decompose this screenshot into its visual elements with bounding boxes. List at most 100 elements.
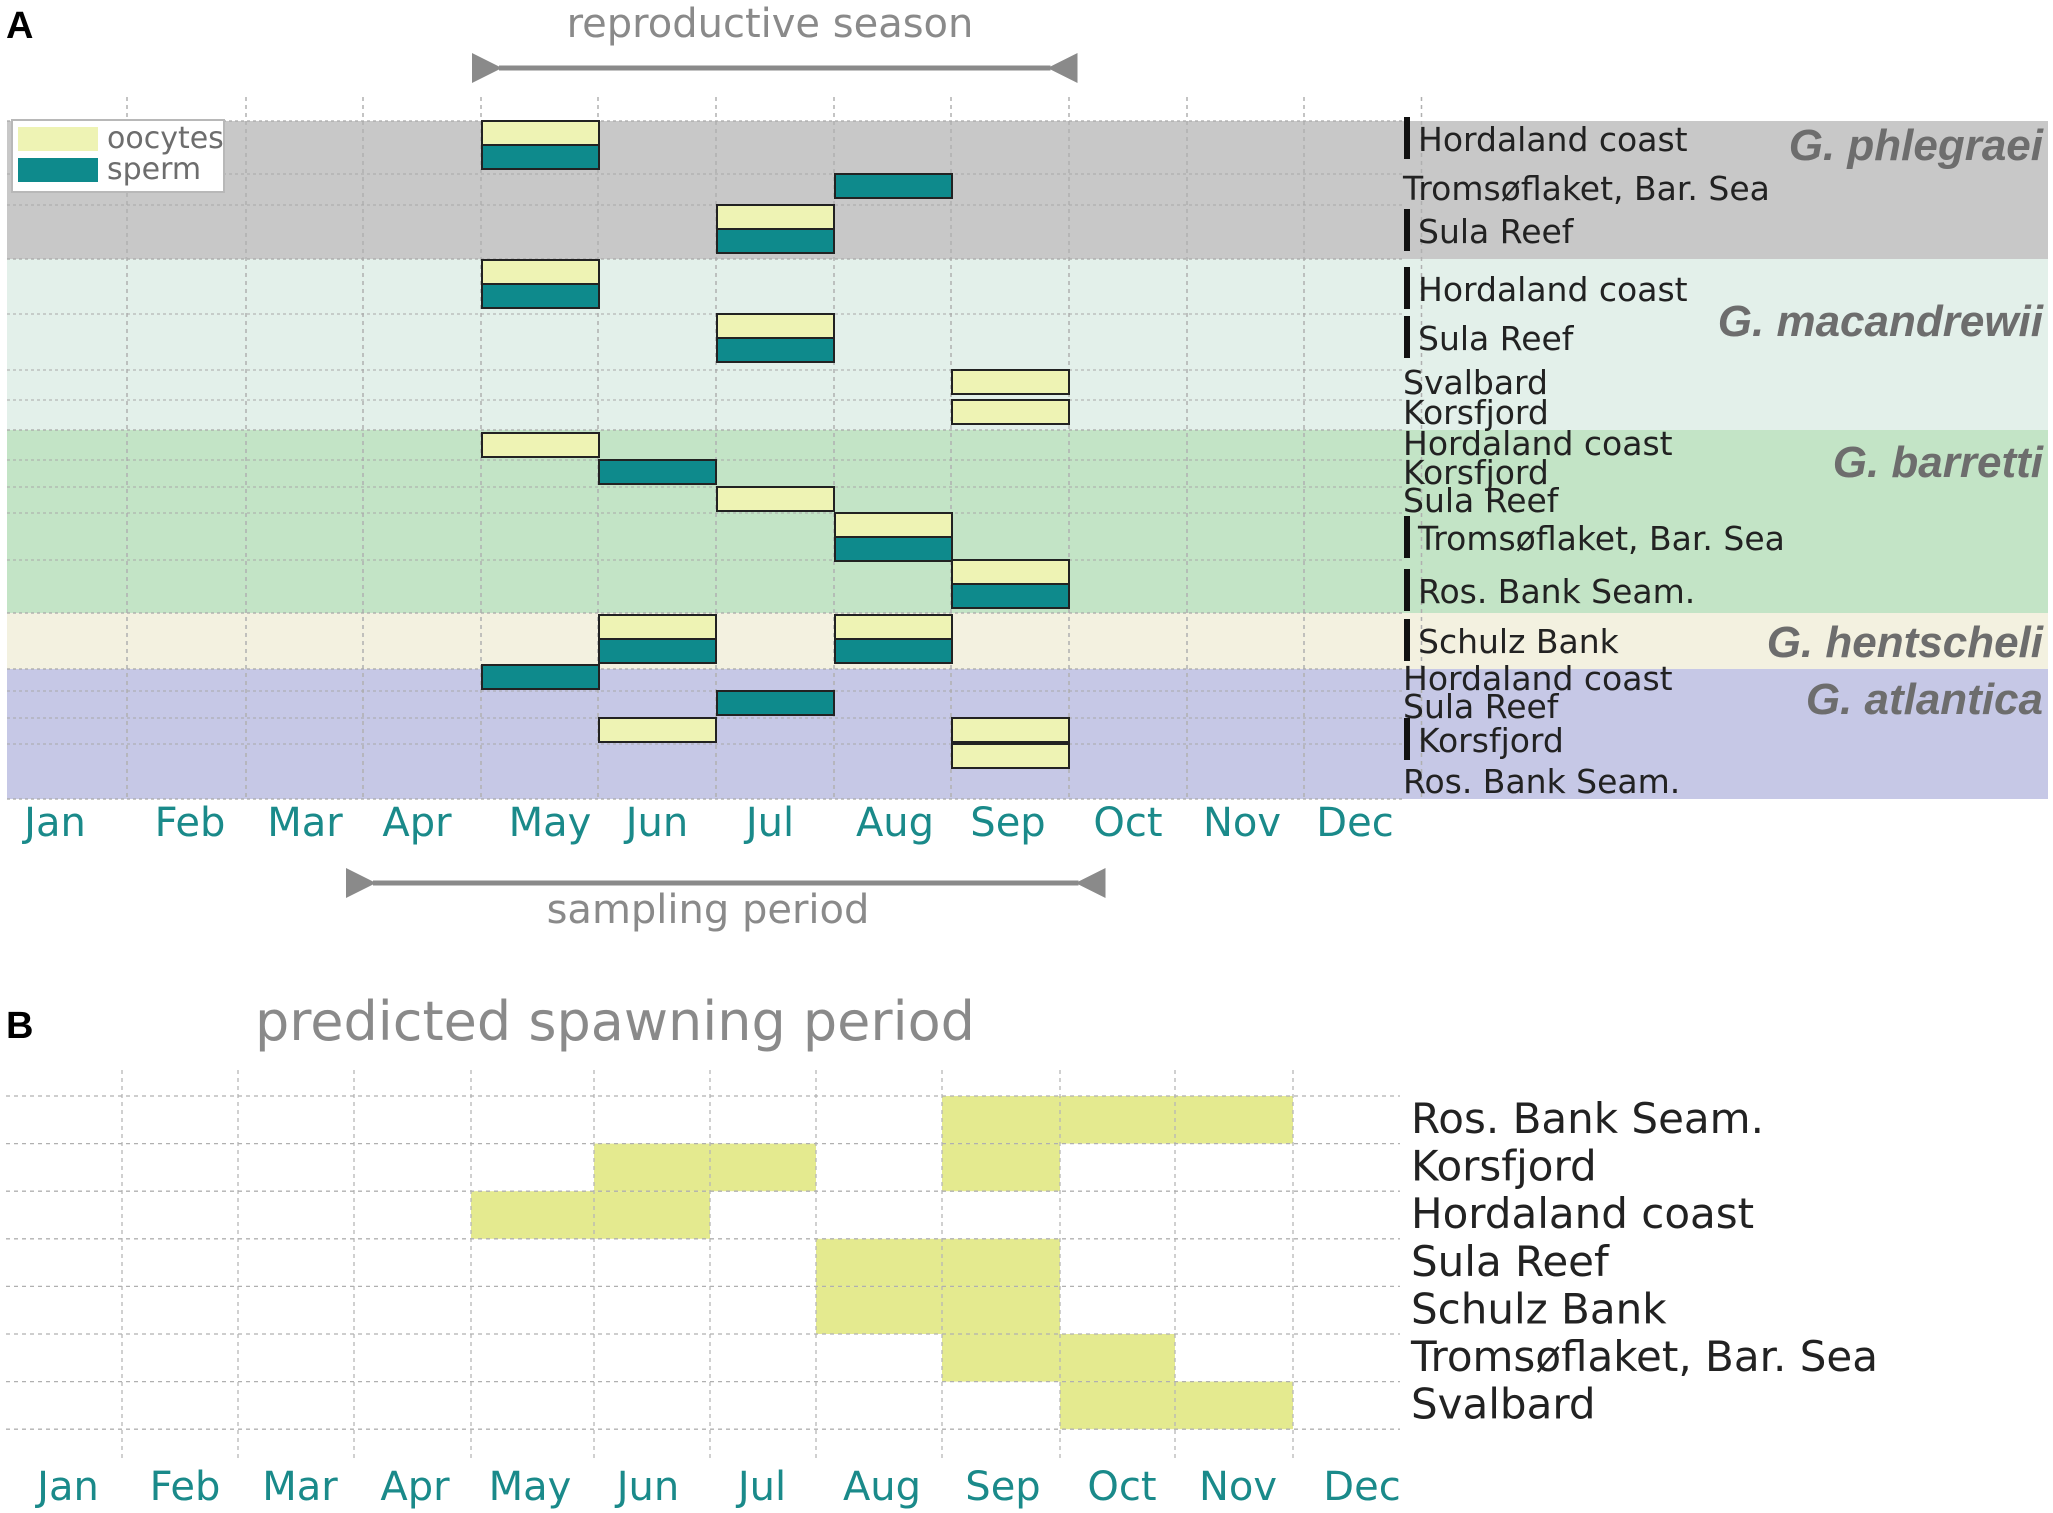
- bar-oocytes-g-phlegraei-sula-reef-jul: [716, 204, 835, 230]
- panel-a-label: A: [6, 5, 33, 47]
- site-label-g-barretti-hordaland-coast: Hordaland coast: [1403, 424, 1673, 463]
- site-label-g-atlantica-sula-reef: Sula Reef: [1403, 687, 1560, 726]
- bar-oocytes-g-atlantica-korsfjord-sep: [951, 717, 1070, 743]
- site-label-g-atlantica-hordaland-coast: Hordaland coast: [1403, 659, 1673, 698]
- sampling-period-annotation: sampling period: [346, 868, 1106, 933]
- month-label-a-sep: Sep: [970, 800, 1045, 846]
- bar-sperm-g-atlantica-sula-reef-jul: [716, 690, 835, 716]
- site-label-g-macandrewii-sula-reef: Sula Reef: [1418, 319, 1575, 358]
- site-label-g-barretti-sula-reef: Sula Reef: [1403, 481, 1560, 520]
- panel-b-title: predicted spawning period: [255, 990, 975, 1053]
- site-marker: [1404, 117, 1410, 159]
- panel-b-grid: [6, 1070, 1400, 1460]
- bar-sperm-g-phlegraei-hordaland-coast-may: [481, 144, 600, 170]
- species-label-g-atlantica: G. atlantica: [1806, 675, 2043, 724]
- bar-oocytes-g-macandrewii-svalbard-sep: [951, 369, 1070, 395]
- reproductive-season-annotation: reproductive season: [472, 1, 1078, 83]
- bar-oocytes-g-hentscheli-schulz-bank-aug: [834, 614, 953, 640]
- month-label-a-jun: Jun: [623, 800, 689, 846]
- site-label-g-phlegraei-hordaland-coast: Hordaland coast: [1418, 120, 1688, 159]
- legend-oocytes-swatch: [18, 127, 98, 151]
- bar-sperm-g-macandrewii-sula-reef-jul: [716, 337, 835, 363]
- legend-sperm-swatch: [18, 158, 98, 182]
- bar-oocytes-g-atlantica-korsfjord-jun: [598, 717, 717, 743]
- bar-sperm-g-barretti-troms-flaket-bar-sea-aug: [834, 536, 953, 562]
- bar-sperm-g-macandrewii-hordaland-coast-may: [481, 283, 600, 309]
- site-marker: [1404, 267, 1410, 309]
- span-hordaland-coast-may-jun: [471, 1191, 710, 1239]
- month-label-a-dec: Dec: [1316, 800, 1393, 846]
- site-marker: [1404, 316, 1410, 358]
- site-label-g-macandrewii-korsfjord: Korsfjord: [1403, 393, 1549, 432]
- bar-oocytes-g-macandrewii-hordaland-coast-may: [481, 259, 600, 285]
- month-label-b-jan: Jan: [34, 1464, 99, 1510]
- panel-a-bars: [481, 120, 1070, 769]
- month-label-a-aug: Aug: [856, 800, 934, 846]
- site-marker: [1404, 619, 1410, 661]
- panel-b-month-labels: Jan Feb Mar Apr May Jun Jul Aug Sep Oct Nov Dec: [34, 1464, 1401, 1510]
- site-label-g-barretti-ros-bank-seam: Ros. Bank Seam.: [1418, 572, 1695, 611]
- bar-sperm-g-atlantica-hordaland-coast-may: [481, 664, 600, 690]
- site-label-b-ros-bank-seam: Ros. Bank Seam.: [1411, 1094, 1764, 1143]
- site-label-g-phlegraei-troms-flaket-bar-sea: Tromsøflaket, Bar. Sea: [1402, 169, 1770, 208]
- month-label-b-sep: Sep: [965, 1464, 1040, 1510]
- site-label-b-schulz-bank: Schulz Bank: [1411, 1284, 1667, 1333]
- legend-oocytes-label: oocytes: [107, 121, 224, 156]
- month-label-b-jun: Jun: [614, 1464, 680, 1510]
- month-label-a-nov: Nov: [1203, 800, 1281, 846]
- site-marker: [1404, 209, 1410, 251]
- month-label-b-feb: Feb: [150, 1464, 221, 1510]
- site-label-b-korsfjord: Korsfjord: [1411, 1142, 1597, 1191]
- span-schulz-bank-aug-sep: [816, 1286, 1060, 1334]
- month-label-b-may: May: [489, 1464, 572, 1510]
- month-label-a-feb: Feb: [155, 800, 226, 846]
- site-marker: [1404, 516, 1410, 558]
- species-label-g-hentscheli: G. hentscheli: [1767, 618, 2044, 667]
- month-label-a-may: May: [509, 800, 592, 846]
- span-svalbard-oct-nov: [1060, 1381, 1293, 1430]
- month-label-a-jan: Jan: [21, 800, 86, 846]
- month-label-b-mar: Mar: [262, 1464, 338, 1510]
- band-g-phlegraei: [7, 121, 2048, 259]
- site-label-b-svalbard: Svalbard: [1411, 1380, 1596, 1429]
- site-label-g-macandrewii-svalbard: Svalbard: [1403, 363, 1548, 402]
- bar-sperm-g-phlegraei-troms-flaket-bar-sea-aug: [834, 173, 953, 199]
- site-label-g-hentscheli-schulz-bank: Schulz Bank: [1418, 622, 1620, 661]
- species-label-g-phlegraei: G. phlegraei: [1789, 121, 2044, 170]
- panel-b-label: B: [6, 1005, 33, 1047]
- bar-oocytes-g-barretti-sula-reef-jul: [716, 486, 835, 512]
- month-label-b-nov: Nov: [1199, 1464, 1277, 1510]
- site-marker: [1404, 718, 1410, 760]
- bar-oocytes-g-macandrewii-sula-reef-jul: [716, 313, 835, 339]
- bar-sperm-g-barretti-korsfjord-jun: [598, 459, 717, 485]
- bar-oocytes-g-atlantica-ros-bank-seam-sep: [951, 743, 1070, 769]
- species-label-g-barretti: G. barretti: [1833, 438, 2044, 487]
- band-g-hentscheli: [7, 613, 2048, 669]
- reproductive-season-label: reproductive season: [567, 1, 974, 47]
- site-label-g-atlantica-ros-bank-seam: Ros. Bank Seam.: [1403, 762, 1680, 801]
- species-label-g-macandrewii: G. macandrewii: [1718, 297, 2044, 346]
- month-label-b-oct: Oct: [1087, 1464, 1156, 1510]
- month-label-b-aug: Aug: [843, 1464, 921, 1510]
- span-sula-reef-aug-sep: [816, 1238, 1060, 1287]
- month-label-b-dec: Dec: [1323, 1464, 1400, 1510]
- bar-oocytes-g-barretti-ros-bank-seam-sep: [951, 559, 1070, 585]
- legend-sperm-label: sperm: [107, 152, 201, 187]
- bar-oocytes-g-barretti-troms-flaket-bar-sea-aug: [834, 512, 953, 538]
- span-korsfjord-jun-jul: [594, 1143, 816, 1192]
- bar-oocytes-g-hentscheli-schulz-bank-jun: [598, 614, 717, 640]
- bar-sperm-g-hentscheli-schulz-bank-jun: [598, 638, 717, 664]
- site-label-g-barretti-korsfjord: Korsfjord: [1403, 453, 1549, 492]
- site-label-g-barretti-troms-flaket-bar-sea: Tromsøflaket, Bar. Sea: [1417, 519, 1785, 558]
- bar-oocytes-g-phlegraei-hordaland-coast-may: [481, 120, 600, 146]
- span-korsfjord-sep-sep: [942, 1143, 1060, 1192]
- bar-sperm-g-barretti-ros-bank-seam-sep: [951, 583, 1070, 609]
- bar-sperm-g-phlegraei-sula-reef-jul: [716, 228, 835, 254]
- site-label-b-sula-reef: Sula Reef: [1411, 1237, 1610, 1286]
- site-label-g-macandrewii-hordaland-coast: Hordaland coast: [1418, 270, 1688, 309]
- month-label-a-jul: Jul: [743, 800, 794, 846]
- panel-a-species-labels: G. phlegraei G. macandrewii G. barretti G. …: [1718, 121, 2044, 724]
- span-troms-flaket-bar-sea-sep-oct: [942, 1334, 1175, 1382]
- month-label-a-oct: Oct: [1093, 800, 1162, 846]
